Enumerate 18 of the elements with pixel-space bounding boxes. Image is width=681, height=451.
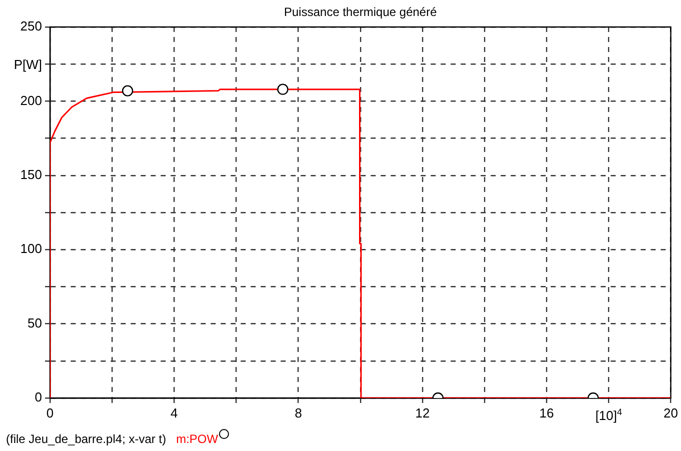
y-tick-label: 150 [20,166,42,182]
chart-title: Puissance thermique généré [284,5,438,19]
x-tick-label: 16 [539,405,554,420]
text: m:POW [176,432,219,446]
x-tick-label: 20 [664,405,678,420]
x-tick-label: 4 [170,405,178,420]
x-tick-label: 12 [415,405,430,420]
y-tick-label: 250 [20,18,42,34]
y-axis-title: P[W] [14,57,42,72]
text: (file Jeu_de_barre.pl4; x-var t) [6,432,166,446]
y-tick-label: 200 [20,92,42,108]
x-tick-label: 8 [294,405,302,420]
y-tick-label: 100 [20,241,42,256]
y-tick-label: 0 [34,390,42,405]
point [277,84,288,95]
x-tick-label: 0 [46,405,54,420]
y-tick-label: 50 [28,315,42,330]
point [122,85,134,96]
